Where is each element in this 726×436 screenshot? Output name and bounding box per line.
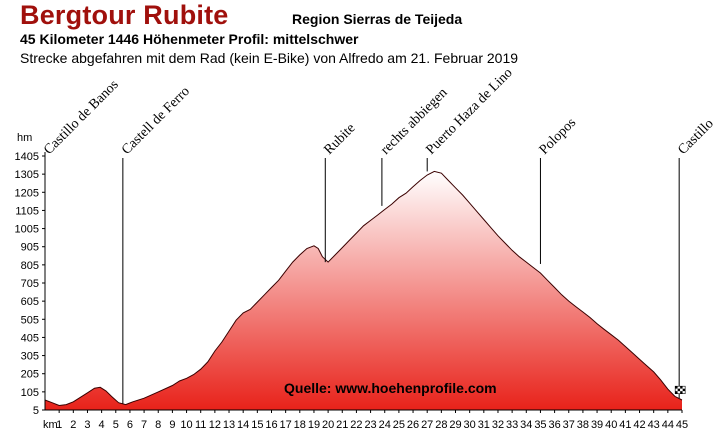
x-tick-label: 42 [633, 419, 645, 431]
x-tick-label: 4 [99, 419, 105, 431]
waypoint-label: Castell de Ferro [119, 84, 193, 158]
waypoint-label: Castillo de Banos [41, 77, 121, 157]
x-tick-label: 39 [591, 419, 603, 431]
x-tick-label: 44 [662, 419, 674, 431]
finish-flag-border [674, 385, 686, 395]
y-tick-label: 305 [21, 351, 39, 363]
source-label: Quelle: www.hoehenprofile.com [284, 380, 497, 396]
x-tick-label: 12 [209, 419, 221, 431]
waypoint-label: Castillo [675, 116, 716, 157]
elevation-area [45, 171, 682, 410]
x-tick-label: 17 [280, 419, 292, 431]
x-tick-label: 2 [70, 419, 76, 431]
y-tick-label: 1005 [15, 224, 39, 236]
y-tick-label: 505 [21, 314, 39, 326]
x-tick-label: 16 [265, 419, 277, 431]
x-tick-label: 32 [492, 419, 504, 431]
page-title: Bergtour Rubite [20, 0, 229, 30]
y-tick-label: 1305 [15, 169, 39, 181]
y-tick-label: 1105 [15, 205, 39, 217]
x-tick-label: 31 [478, 419, 490, 431]
x-tick-label: 1 [56, 419, 62, 431]
x-tick-label: 33 [506, 419, 518, 431]
y-tick-label: 1205 [15, 187, 39, 199]
x-tick-label: 11 [195, 419, 206, 431]
y-tick-label: 605 [21, 296, 39, 308]
x-tick-label: 9 [169, 419, 175, 431]
x-tick-label: 30 [464, 419, 476, 431]
x-tick-label: 35 [534, 419, 546, 431]
waypoint-label: Puerto Haza de Lino [423, 66, 515, 158]
y-tick-label: 1405 [15, 151, 39, 163]
x-tick-label: 24 [379, 419, 391, 431]
x-tick-label: 15 [251, 419, 263, 431]
x-tick-label: 41 [619, 419, 631, 431]
x-tick-label: 34 [520, 419, 532, 431]
x-axis-unit: km [43, 419, 58, 431]
waypoint-label: Polopos [537, 115, 580, 158]
x-tick-label: 29 [449, 419, 461, 431]
x-tick-label: 5 [113, 419, 119, 431]
x-tick-label: 3 [84, 419, 90, 431]
y-tick-label: 905 [21, 242, 39, 254]
x-tick-label: 20 [322, 419, 334, 431]
x-tick-label: 43 [648, 419, 660, 431]
tour-description: Strecke abgefahren mit dem Rad (kein E-B… [20, 50, 519, 66]
x-tick-label: 13 [223, 419, 235, 431]
x-tick-label: 21 [336, 419, 348, 431]
y-tick-label: 105 [21, 387, 39, 399]
finish-flag-icon [674, 385, 686, 395]
waypoint-label: Rubite [322, 121, 359, 158]
y-axis-unit: hm [17, 132, 32, 144]
elevation-line [44, 170, 683, 407]
x-tick-label: 8 [155, 419, 161, 431]
x-tick-label: 6 [127, 419, 133, 431]
x-tick-label: 38 [577, 419, 589, 431]
x-tick-label: 45 [676, 419, 688, 431]
x-tick-label: 14 [237, 419, 249, 431]
x-tick-label: 37 [563, 419, 575, 431]
x-tick-label: 7 [141, 419, 147, 431]
x-tick-label: 27 [421, 419, 433, 431]
y-tick-label: 205 [21, 369, 39, 381]
x-tick-label: 40 [605, 419, 617, 431]
y-tick-label: 705 [21, 278, 39, 290]
x-tick-label: 26 [407, 419, 419, 431]
region-label: Region Sierras de Teijeda [292, 11, 463, 27]
x-tick-label: 36 [548, 419, 560, 431]
x-tick-label: 22 [350, 419, 362, 431]
x-tick-label: 23 [364, 419, 376, 431]
y-tick-label: 805 [21, 260, 39, 272]
x-tick-label: 10 [180, 419, 192, 431]
x-tick-label: 18 [294, 419, 306, 431]
x-tick-label: 19 [308, 419, 320, 431]
x-tick-label: 25 [393, 419, 405, 431]
y-tick-label: 5 [33, 405, 39, 417]
x-tick-label: 28 [435, 419, 447, 431]
y-tick-label: 405 [21, 332, 39, 344]
tour-stats: 45 Kilometer 1446 Höhenmeter Profil: mit… [20, 31, 359, 47]
